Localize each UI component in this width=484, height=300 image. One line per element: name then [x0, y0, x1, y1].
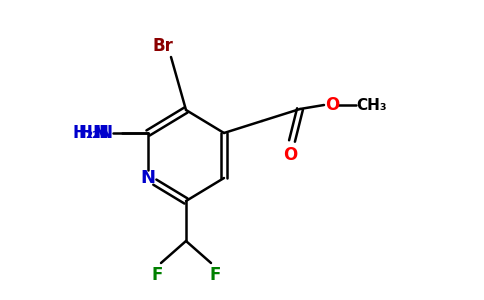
Text: H₂N: H₂N — [78, 124, 114, 142]
Text: H: H — [94, 124, 108, 142]
Text: F: F — [151, 266, 163, 284]
Text: H₂N: H₂N — [73, 124, 108, 142]
Text: Br: Br — [152, 37, 173, 55]
Text: O: O — [283, 146, 297, 164]
Text: F: F — [209, 266, 221, 284]
Text: CH₃: CH₃ — [357, 98, 387, 112]
Text: N: N — [140, 169, 155, 187]
Text: O: O — [325, 96, 339, 114]
